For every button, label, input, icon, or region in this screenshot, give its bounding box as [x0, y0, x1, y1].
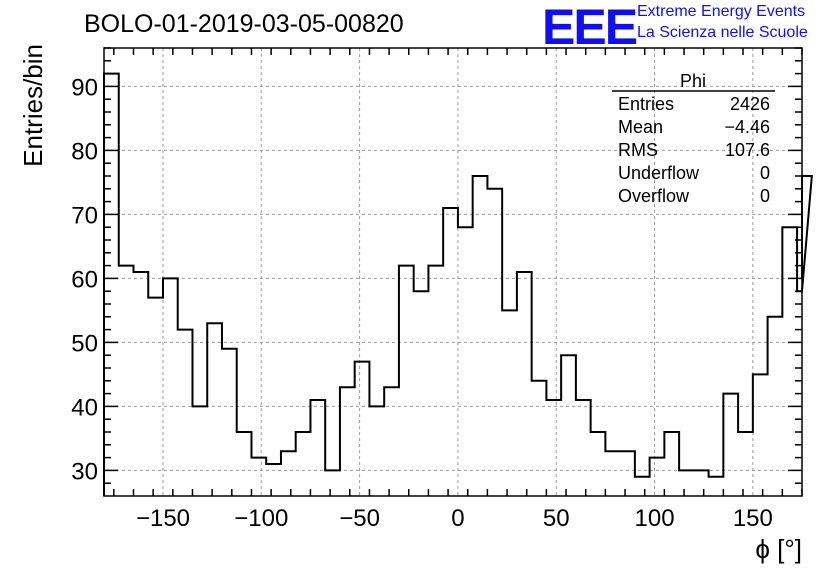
- stats-label: Underflow: [618, 163, 700, 183]
- logo-line-1: Extreme Energy Events: [637, 3, 806, 20]
- x-tick-label: 0: [451, 505, 464, 532]
- eee-logo: EEE: [542, 0, 638, 55]
- x-tick-label: −50: [339, 505, 380, 532]
- y-tick-label: 80: [71, 138, 98, 165]
- stats-value: −4.46: [724, 117, 770, 137]
- histogram-series: [103, 72, 813, 496]
- stats-box: Phi Entries 2426 Mean −4.46 RMS 107.6 Underflow…: [612, 71, 775, 206]
- y-tick-label: 50: [71, 330, 98, 357]
- y-tick-label: 30: [71, 458, 98, 485]
- plot-frame: [103, 47, 803, 497]
- x-tick-label: 50: [543, 505, 570, 532]
- y-tick-label: 60: [71, 266, 98, 293]
- x-tick-label: 150: [733, 505, 773, 532]
- y-tick-label: 90: [71, 74, 98, 101]
- stats-value: 0: [760, 186, 770, 206]
- x-tick-label: −100: [234, 505, 288, 532]
- logo-line-2: La Scienza nelle Scuole: [637, 24, 808, 41]
- stats-label: Mean: [618, 117, 663, 137]
- grid-lines: [104, 48, 802, 496]
- axis-ticks: −150 −100 −50 0 50 100 150 30 40 50 60 70 80 90: [71, 47, 803, 532]
- stats-name: Phi: [680, 71, 706, 91]
- x-axis-title: ϕ [°]: [755, 534, 802, 564]
- y-axis-title: Entries/bin: [18, 44, 48, 167]
- stats-value: 2426: [730, 94, 770, 114]
- stats-label: Overflow: [618, 186, 690, 206]
- y-tick-label: 40: [71, 394, 98, 421]
- stats-value: 0: [760, 163, 770, 183]
- y-tick-label: 70: [71, 202, 98, 229]
- x-tick-label: 100: [635, 505, 675, 532]
- stats-label: RMS: [618, 140, 658, 160]
- x-tick-label: −150: [136, 505, 190, 532]
- stats-label: Entries: [618, 94, 674, 114]
- chart-title: BOLO-01-2019-03-05-00820: [84, 10, 404, 38]
- stats-value: 107.6: [725, 140, 770, 160]
